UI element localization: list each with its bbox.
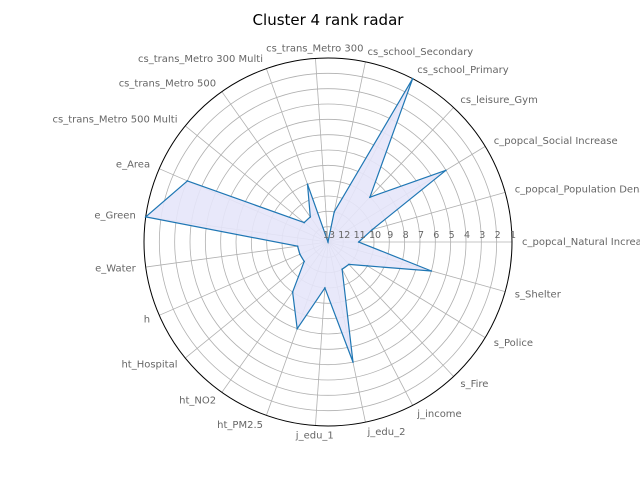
axis-label: e_Water: [95, 263, 137, 274]
axis-label: cs_trans_Metro 500 Multi: [52, 115, 177, 126]
data-point-c-popcal-social-increase: [445, 169, 447, 172]
axis-label: j_edu_2: [367, 427, 406, 438]
data-point-e-area: [186, 180, 189, 182]
radar-series: [144, 77, 447, 363]
ring-label: 9: [387, 230, 393, 241]
data-point-cs-trans-metro-300: [327, 241, 329, 243]
data-point-c-popcal-natural-increase: [357, 241, 360, 243]
data-point-j-edu-1: [324, 287, 326, 289]
data-point-s-police: [366, 265, 369, 267]
data-point-e-green: [144, 216, 147, 218]
axis-label: c_popcal_Population Density: [515, 185, 640, 196]
data-point-cs-trans-metro-500: [309, 216, 312, 218]
axis-label: cs_trans_Metro 300: [266, 44, 363, 55]
series-polygon: [144, 78, 447, 363]
axis-labels: c_popcal_Natural Increase c_popcal_Popula…: [52, 44, 640, 442]
ring-label: 11: [354, 230, 366, 241]
axis-label: j_income: [416, 409, 461, 420]
ring-label: 4: [464, 230, 470, 241]
data-point-cs-trans-metro-500-multi: [303, 221, 306, 224]
axis-label: h: [144, 314, 150, 325]
data-point-j-edu-2: [352, 361, 354, 363]
ring-label: 12: [338, 230, 350, 241]
data-point-ht-pm2-5: [296, 327, 299, 330]
axis-label: cs_school_Secondary: [368, 47, 474, 58]
data-point-s-fire: [348, 263, 350, 266]
axis-label: s_Police: [494, 338, 533, 349]
axis-label: ht_PM2.5: [217, 420, 263, 431]
data-point-cs-school-primary: [411, 77, 414, 80]
data-point-c-popcal-population-density: [371, 228, 374, 231]
axis-label: c_popcal_Natural Increase: [522, 237, 640, 248]
data-point-e-water: [296, 245, 299, 247]
axis-label: e_Area: [116, 160, 150, 171]
data-point-h: [299, 253, 301, 255]
axis-label: cs_trans_Metro 300 Multi: [138, 54, 263, 65]
axis-label: ht_Hospital: [121, 359, 177, 370]
data-point-j-income: [341, 268, 343, 271]
spoke-6: [315, 58, 329, 243]
axis-label: s_Fire: [460, 379, 488, 390]
axis-label: cs_leisure_Gym: [460, 95, 537, 106]
chart-title: Cluster 4 rank radar: [253, 11, 405, 29]
data-point-ht-hospital: [303, 260, 306, 263]
data-point-ht-no2: [291, 291, 294, 293]
ring-label: 6: [433, 230, 439, 241]
axis-label: cs_school_Primary: [417, 65, 508, 76]
axis-label: ht_NO2: [179, 396, 216, 407]
axis-label: e_Green: [94, 211, 135, 222]
axis-label: c_popcal_Social Increase: [494, 136, 618, 147]
data-point-cs-leisure-gym: [369, 196, 371, 198]
data-point-cs-trans-metro-300-multi: [306, 183, 309, 185]
ring-label: 5: [449, 230, 455, 241]
ring-label: 7: [418, 230, 424, 241]
axis-label: cs_trans_Metro 500: [119, 79, 216, 90]
ring-label: 3: [479, 230, 485, 241]
axis-label: s_Shelter: [515, 289, 562, 300]
ring-label: 8: [403, 230, 409, 241]
outer-frame: [143, 57, 513, 427]
ring-label: 2: [495, 230, 501, 241]
axis-label: j_edu_1: [295, 431, 334, 442]
data-point-s-shelter: [430, 270, 433, 272]
ring-label: 10: [369, 230, 381, 241]
ring-label: 13: [323, 230, 335, 241]
ring-label: 1: [510, 230, 516, 241]
data-point-cs-school-secondary: [333, 211, 336, 213]
